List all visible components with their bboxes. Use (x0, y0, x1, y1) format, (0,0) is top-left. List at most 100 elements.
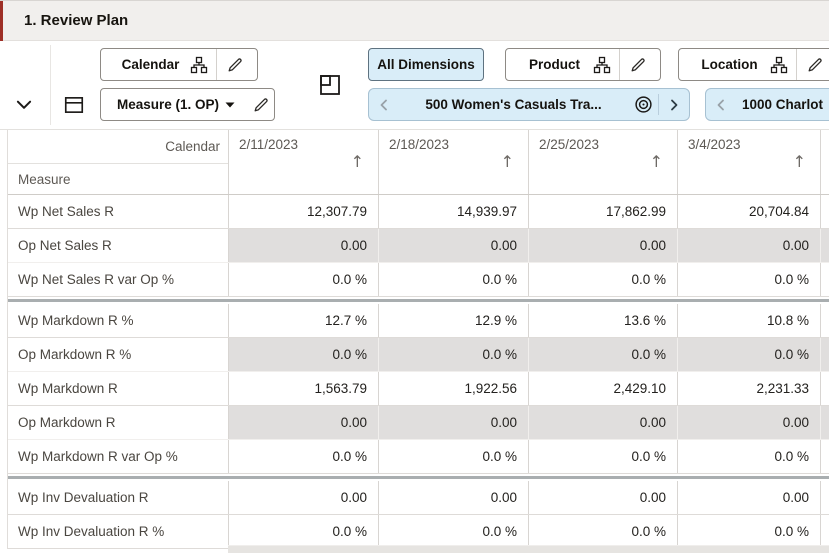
edit-calendar-button[interactable] (217, 49, 247, 80)
row-header[interactable]: Wp Markdown R % (8, 304, 229, 337)
value-cell[interactable]: 0.0 % (529, 263, 678, 296)
button-divider (216, 49, 217, 80)
row-header[interactable]: Wp Inv Devaluation R % (8, 515, 229, 548)
value-cell[interactable]: 0.0 % (529, 338, 678, 371)
collapse-toolbar-button[interactable] (14, 95, 34, 115)
value-cell[interactable]: 0.00 (529, 229, 678, 262)
row-header[interactable]: Wp Markdown R var Op % (8, 440, 229, 473)
product-scope-button[interactable] (628, 89, 658, 120)
value-cell[interactable]: 1,563.79 (229, 372, 379, 405)
pencil-icon (630, 57, 646, 73)
pager-divider (658, 94, 659, 115)
edit-measure-button[interactable] (243, 89, 273, 120)
accent-bar (0, 1, 3, 41)
value-cell[interactable]: 0.0 % (229, 263, 379, 296)
grid-header: Calendar Measure 2/11/2023 ↑ 2/18/2023 ↑ 2/2… (8, 130, 829, 195)
previous-location-button[interactable] (706, 89, 736, 120)
column-header[interactable]: 3/4/2023 ↑ (678, 130, 821, 194)
row-sliver (821, 304, 829, 337)
value-cell[interactable]: 1,922.56 (379, 372, 529, 405)
value-cell[interactable]: 0.00 (678, 481, 821, 514)
hierarchy-icon (593, 56, 611, 74)
previous-product-button[interactable] (369, 89, 399, 120)
row-header[interactable]: Wp Net Sales R (8, 195, 229, 228)
pencil-icon (227, 57, 243, 73)
value-cell[interactable]: 2,231.33 (678, 372, 821, 405)
value-cell[interactable]: 0.00 (379, 481, 529, 514)
column-date-label: 3/4/2023 (688, 137, 741, 152)
corner-col-dimension[interactable]: Measure (18, 171, 71, 187)
location-page-label[interactable]: 1000 Charlot (742, 97, 824, 112)
button-divider (619, 49, 620, 80)
value-cell[interactable]: 0.0 % (379, 515, 529, 548)
cols-axis-label: Measure (1. OP) (117, 97, 220, 112)
value-cell[interactable]: 20,704.84 (678, 195, 821, 228)
value-cell[interactable]: 12.7 % (229, 304, 379, 337)
value-cell[interactable]: 0.0 % (379, 440, 529, 473)
next-product-button[interactable] (659, 89, 689, 120)
column-date-label: 2/18/2023 (389, 137, 450, 152)
row-header[interactable]: Wp Inv Devaluation R (8, 481, 229, 514)
value-cell[interactable]: 0.0 % (229, 338, 379, 371)
cols-axis-measure-button[interactable]: Measure (1. OP) (100, 88, 275, 121)
value-cell[interactable]: 10.8 % (678, 304, 821, 337)
product-dimension-button[interactable]: Product (505, 48, 661, 81)
value-cell[interactable]: 0.0 % (529, 515, 678, 548)
table-row: Wp Markdown R 1,563.79 1,922.56 2,429.10 2,2… (8, 372, 829, 406)
value-cell[interactable]: 0.00 (529, 481, 678, 514)
header-sliver (821, 130, 829, 194)
row-header[interactable]: Op Markdown R % (8, 338, 229, 371)
location-page-selector: 1000 Charlot (705, 88, 829, 121)
value-cell[interactable]: 0.0 % (379, 263, 529, 296)
value-cell[interactable]: 0.0 % (678, 440, 821, 473)
value-cell[interactable]: 0.00 (379, 229, 529, 262)
chevron-left-icon (713, 97, 729, 113)
value-cell[interactable]: 0.0 % (529, 440, 678, 473)
row-header[interactable]: Op Markdown R (8, 406, 229, 439)
horizontal-scrollbar[interactable] (228, 545, 829, 553)
row-header[interactable]: Op Net Sales R (8, 229, 229, 262)
value-cell[interactable]: 12.9 % (379, 304, 529, 337)
value-cell[interactable]: 0.00 (678, 406, 821, 439)
value-cell[interactable]: 0.00 (229, 406, 379, 439)
edit-location-button[interactable] (797, 49, 827, 80)
location-dimension-button[interactable]: Location (678, 48, 829, 81)
row-header[interactable]: Wp Net Sales R var Op % (8, 263, 229, 296)
value-cell[interactable]: 0.0 % (678, 515, 821, 548)
value-cell[interactable]: 0.00 (229, 481, 379, 514)
column-header[interactable]: 2/11/2023 ↑ (229, 130, 379, 194)
value-cell[interactable]: 0.00 (529, 406, 678, 439)
value-cell[interactable]: 12,307.79 (229, 195, 379, 228)
value-cell[interactable]: 14,939.97 (379, 195, 529, 228)
hierarchy-icon (770, 56, 788, 74)
value-cell[interactable]: 17,862.99 (529, 195, 678, 228)
sort-ascending-icon: ↑ (350, 152, 364, 171)
product-page-label[interactable]: 500 Women's Casuals Tra... (425, 97, 602, 112)
row-sliver (821, 406, 829, 439)
value-cell[interactable]: 0.0 % (678, 263, 821, 296)
target-icon (634, 95, 653, 114)
value-cell[interactable]: 13.6 % (529, 304, 678, 337)
value-cell[interactable]: 2,429.10 (529, 372, 678, 405)
hierarchy-icon (190, 56, 208, 74)
table-row: Wp Net Sales R var Op % 0.0 % 0.0 % 0.0 % 0.… (8, 263, 829, 297)
caret-down-icon (225, 102, 235, 108)
value-cell[interactable]: 0.00 (229, 229, 379, 262)
value-cell[interactable]: 0.00 (678, 229, 821, 262)
column-header[interactable]: 2/18/2023 ↑ (379, 130, 529, 194)
corner-row-dimension[interactable]: Calendar (8, 130, 228, 164)
edit-product-button[interactable] (620, 49, 650, 80)
value-cell[interactable]: 0.0 % (379, 338, 529, 371)
sort-ascending-icon: ↑ (500, 152, 514, 171)
value-cell[interactable]: 0.0 % (229, 515, 379, 548)
row-header[interactable]: Wp Markdown R (8, 372, 229, 405)
column-header[interactable]: 2/25/2023 ↑ (529, 130, 678, 194)
value-cell[interactable]: 0.0 % (229, 440, 379, 473)
product-page-selector: 500 Women's Casuals Tra... (368, 88, 690, 121)
all-dimensions-button[interactable]: All Dimensions (368, 48, 484, 81)
table-row: Op Net Sales R 0.00 0.00 0.00 0.00 (8, 229, 829, 263)
value-cell[interactable]: 0.00 (379, 406, 529, 439)
rows-axis-calendar-button[interactable]: Calendar (100, 48, 258, 81)
value-cell[interactable]: 0.0 % (678, 338, 821, 371)
